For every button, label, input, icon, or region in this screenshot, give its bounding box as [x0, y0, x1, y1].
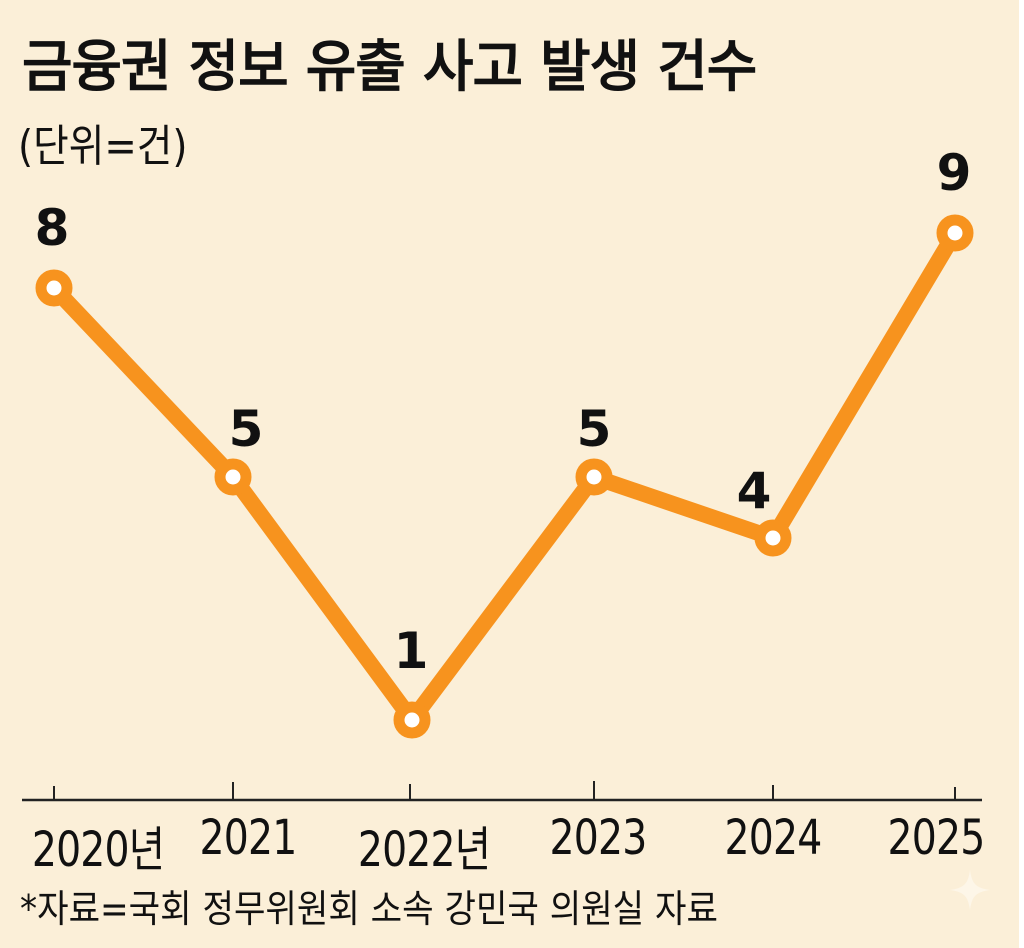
value-label: 8 — [35, 199, 70, 257]
sparkle-icon — [950, 870, 990, 910]
chart-unit-label: (단위=건) — [18, 121, 188, 172]
data-markers — [35, 214, 974, 739]
data-point-marker — [754, 519, 792, 557]
value-label: 9 — [937, 144, 972, 202]
x-tick-label-2022: 2022년 — [357, 822, 491, 878]
data-point-marker — [575, 458, 613, 496]
x-tick-label-2024: 2024 — [724, 810, 823, 866]
data-point-marker — [393, 701, 431, 739]
value-label: 5 — [577, 400, 612, 458]
series-line — [46, 225, 963, 728]
data-point-marker — [35, 269, 73, 307]
x-tick-label-2021: 2021 — [199, 810, 298, 866]
value-label: 4 — [737, 462, 772, 520]
value-label: 5 — [229, 400, 264, 458]
x-axis-ticks — [53, 781, 956, 800]
source-note: *자료=국회 정무위원회 소속 강민국 의원실 자료 — [20, 887, 718, 931]
chart-title: 금융권 정보 유출 사고 발생 건수 — [22, 35, 757, 100]
x-tick-label-2023: 2023 — [549, 810, 648, 866]
value-label: 1 — [394, 622, 429, 680]
x-tick-label-2020: 2020년 — [31, 822, 165, 878]
right-edge-strip — [1019, 0, 1024, 948]
data-point-marker — [214, 458, 252, 496]
data-point-marker — [936, 214, 974, 252]
x-tick-label-2025: 2025 — [887, 810, 986, 866]
